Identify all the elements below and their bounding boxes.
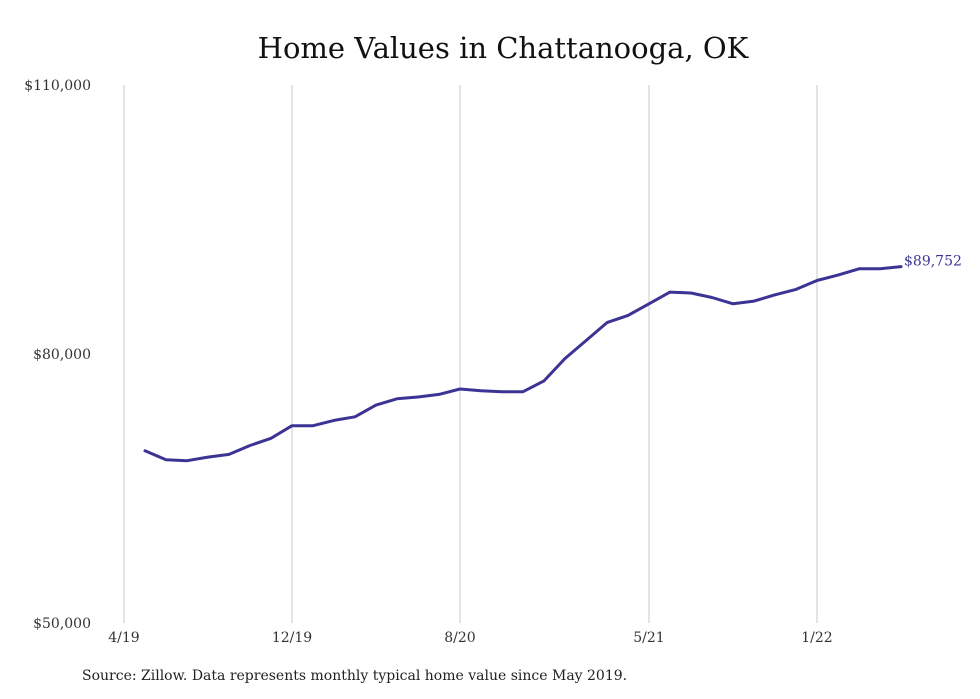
y-tick-label: $80,000 [33,347,91,363]
data-point [228,453,231,456]
data-point [627,314,630,317]
source-note: Source: Zillow. Data represents monthly … [82,668,628,684]
data-point [816,279,819,282]
data-point [270,437,273,440]
data-point [795,288,798,291]
data-point [732,302,735,305]
data-point [396,397,399,400]
x-tick-label: 1/22 [801,630,832,646]
data-point [858,267,861,270]
data-point [900,265,903,268]
data-points [144,265,903,462]
data-point [480,389,483,392]
data-point [585,339,588,342]
data-point [522,390,525,393]
data-point [837,274,840,277]
data-point [291,424,294,427]
x-tick-label: 4/19 [108,630,139,646]
data-point [648,302,651,305]
data-point [207,456,210,459]
data-point [438,393,441,396]
data-point [690,292,693,295]
x-tick-label: 12/19 [272,630,312,646]
gridlines [123,85,818,623]
series-line-home-value [143,265,903,463]
chart-title: Home Values in Chattanooga, OK [258,31,750,65]
data-point [879,267,882,270]
y-tick-label: $110,000 [24,78,91,94]
data-point [606,321,609,324]
end-value-label: $89,752 [904,254,962,270]
data-point [144,449,147,452]
data-point [375,404,378,407]
y-axis-ticks: $110,000 $80,000 $50,000 [24,78,91,632]
data-point [165,458,168,461]
data-point [354,415,357,418]
data-point [501,390,504,393]
data-point [564,357,567,360]
data-point [669,291,672,294]
data-point [312,424,315,427]
data-point [753,300,756,303]
data-point [249,444,252,447]
data-point [543,379,546,382]
data-point [774,293,777,296]
x-tick-label: 8/20 [444,630,475,646]
data-point [333,419,336,422]
x-tick-label: 5/21 [633,630,664,646]
data-point [186,459,189,462]
data-point [459,388,462,391]
data-point [711,296,714,299]
x-axis-ticks: 4/19 12/19 8/20 5/21 1/22 [108,630,832,646]
data-point [417,396,420,399]
y-tick-label: $50,000 [33,616,91,632]
